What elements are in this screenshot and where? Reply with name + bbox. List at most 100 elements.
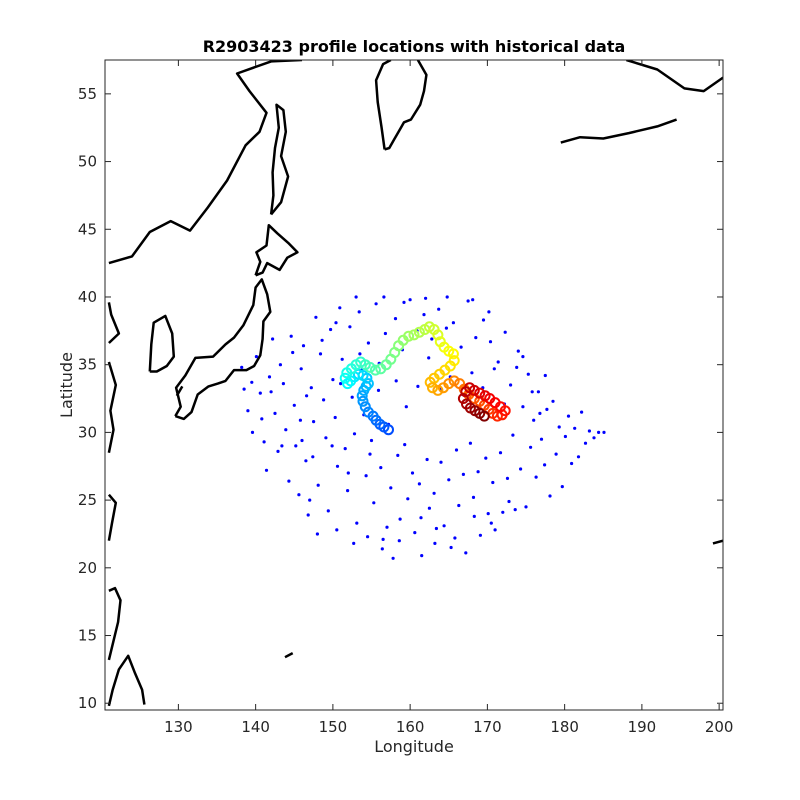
float-profile-point xyxy=(460,386,472,398)
historical-point xyxy=(326,509,330,513)
historical-point xyxy=(294,444,298,448)
x-tick-label: 140 xyxy=(241,718,270,736)
y-tick-label: 30 xyxy=(78,423,97,441)
x-tick-label: 170 xyxy=(473,718,502,736)
historical-point xyxy=(276,449,280,453)
float-profile-points xyxy=(339,321,511,436)
historical-point xyxy=(496,360,500,364)
historical-point xyxy=(464,551,468,555)
y-tick-label: 40 xyxy=(78,288,97,306)
axes-box xyxy=(104,59,724,711)
coastline-segment xyxy=(107,493,118,541)
y-tick-label: 45 xyxy=(78,220,97,238)
historical-point xyxy=(573,426,577,430)
historical-point xyxy=(592,436,596,440)
historical-point xyxy=(280,444,284,448)
historical-point xyxy=(488,340,493,344)
historical-point xyxy=(539,437,544,441)
historical-point xyxy=(404,405,408,409)
x-tick-label: 180 xyxy=(550,718,579,736)
historical-point xyxy=(358,352,362,356)
historical-point xyxy=(570,461,574,466)
float-profile-point xyxy=(364,361,376,373)
historical-point xyxy=(305,394,309,398)
historical-point xyxy=(408,298,412,302)
historical-point xyxy=(516,349,520,353)
float-profile-point xyxy=(408,329,420,341)
historical-point xyxy=(369,438,374,443)
historical-point xyxy=(416,384,420,388)
historical-point xyxy=(292,403,296,407)
float-profile-point xyxy=(474,387,486,399)
historical-point xyxy=(491,480,495,485)
historical-point xyxy=(335,464,340,468)
historical-point xyxy=(267,375,272,379)
historical-point xyxy=(254,355,258,359)
historical-point xyxy=(432,491,436,495)
historical-point xyxy=(530,390,534,394)
historical-point xyxy=(318,352,323,356)
historical-point xyxy=(413,531,417,535)
historical-point xyxy=(487,310,491,314)
historical-point xyxy=(489,521,493,525)
historical-point xyxy=(350,395,354,399)
historical-point xyxy=(291,350,295,355)
float-profile-point xyxy=(339,372,351,384)
historical-point xyxy=(524,505,528,509)
historical-point xyxy=(526,372,530,376)
historical-point xyxy=(403,443,407,447)
historical-point xyxy=(250,430,255,434)
historical-point xyxy=(346,471,350,475)
historical-point xyxy=(331,378,335,382)
float-profile-point xyxy=(427,382,438,394)
historical-point xyxy=(306,513,310,517)
historical-point xyxy=(406,497,410,501)
y-tick-label: 15 xyxy=(78,627,97,645)
historical-point xyxy=(459,345,463,349)
historical-point xyxy=(281,382,285,386)
historical-point xyxy=(402,300,406,304)
x-tick-label: 200 xyxy=(705,718,734,736)
historical-point xyxy=(315,532,319,536)
historical-point xyxy=(330,444,334,448)
historical-point xyxy=(381,537,385,542)
historical-point xyxy=(444,326,448,330)
float-profile-point xyxy=(491,410,503,422)
y-tick-label: 25 xyxy=(78,491,97,509)
historical-point xyxy=(309,386,313,390)
x-tick-label: 190 xyxy=(628,718,657,736)
float-profile-point xyxy=(356,390,368,402)
historical-point xyxy=(346,489,350,493)
historical-point xyxy=(470,371,474,375)
float-profile-point xyxy=(359,401,371,413)
historical-point xyxy=(498,451,503,455)
coastline-segment xyxy=(374,60,392,150)
historical-point xyxy=(425,457,429,462)
historical-point xyxy=(481,318,486,322)
historical-point xyxy=(466,299,470,303)
historical-point xyxy=(339,382,343,386)
coastline-segment xyxy=(107,302,121,344)
historical-point xyxy=(560,485,564,489)
coastline-segment xyxy=(107,654,146,707)
y-tick-label: 35 xyxy=(78,356,97,374)
historical-point xyxy=(454,448,459,452)
float-profile-point xyxy=(448,375,460,387)
historical-point xyxy=(532,418,536,422)
historical-point xyxy=(566,414,571,418)
historical-point xyxy=(554,452,558,456)
historical-point xyxy=(545,407,549,411)
historical-point xyxy=(368,452,372,456)
historical-point xyxy=(597,430,601,434)
historical-point xyxy=(493,528,497,532)
historical-point xyxy=(250,380,254,384)
historical-point xyxy=(461,472,465,476)
historical-point xyxy=(397,539,401,543)
historical-point xyxy=(503,330,507,334)
historical-point xyxy=(433,541,437,546)
historical-point xyxy=(513,508,517,512)
coastline-segment xyxy=(384,60,428,151)
float-profile-point xyxy=(342,378,354,390)
historical-point xyxy=(334,321,338,325)
historical-point xyxy=(439,460,443,464)
